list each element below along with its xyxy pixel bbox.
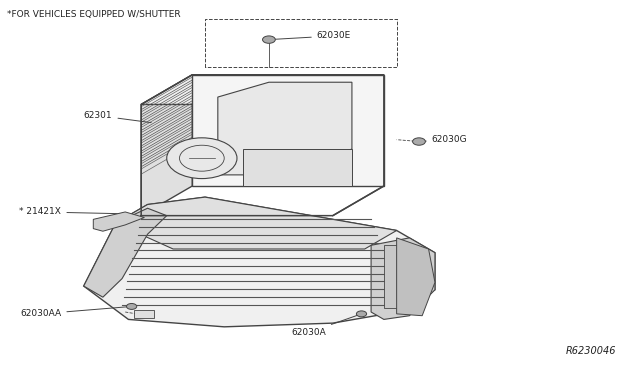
Circle shape (262, 36, 275, 43)
Polygon shape (218, 82, 352, 175)
PathPatch shape (141, 75, 192, 216)
PathPatch shape (243, 149, 352, 186)
Polygon shape (93, 212, 145, 231)
Polygon shape (397, 238, 435, 316)
Text: 62030G: 62030G (422, 135, 467, 144)
Polygon shape (134, 310, 154, 318)
Text: 62030E: 62030E (272, 31, 351, 41)
Text: 62301: 62301 (84, 111, 151, 123)
Text: R6230046: R6230046 (566, 346, 616, 356)
Polygon shape (84, 208, 167, 297)
Polygon shape (116, 197, 397, 249)
Polygon shape (192, 75, 384, 186)
Circle shape (356, 311, 367, 317)
Polygon shape (384, 245, 410, 308)
Circle shape (167, 138, 237, 179)
Circle shape (127, 304, 137, 310)
Circle shape (413, 138, 426, 145)
Polygon shape (243, 149, 352, 186)
Polygon shape (371, 238, 435, 320)
PathPatch shape (141, 78, 192, 208)
Text: 62030A: 62030A (291, 315, 359, 337)
Text: * 21421X: * 21421X (19, 208, 122, 217)
Polygon shape (84, 197, 435, 327)
Polygon shape (141, 75, 192, 216)
Text: 62030AA: 62030AA (20, 307, 129, 318)
Polygon shape (141, 75, 384, 105)
Text: *FOR VEHICLES EQUIPPED W/SHUTTER: *FOR VEHICLES EQUIPPED W/SHUTTER (7, 10, 180, 19)
